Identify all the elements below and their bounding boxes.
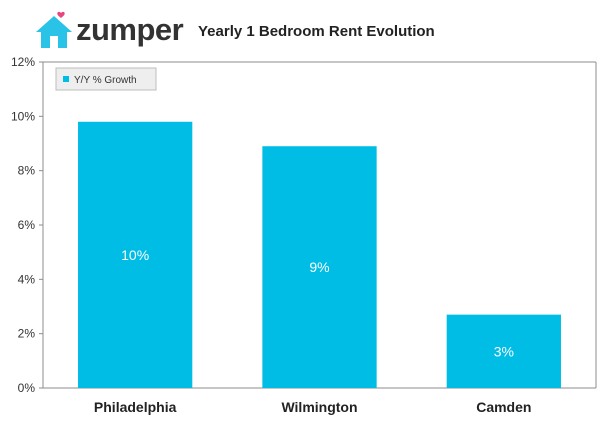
house-icon — [36, 11, 72, 48]
y-tick-label: 0% — [18, 381, 36, 395]
legend: Y/Y % Growth — [55, 67, 157, 91]
y-tick-label: 12% — [11, 55, 35, 69]
bar-camden — [446, 314, 561, 388]
y-tick-label: 8% — [18, 164, 36, 178]
y-tick-label: 2% — [18, 327, 36, 341]
bar-wilmington — [262, 146, 377, 388]
data-label: 3% — [494, 343, 514, 359]
y-tick-label: 6% — [18, 218, 36, 232]
y-tick-label: 10% — [11, 109, 35, 123]
chart-title: Yearly 1 Bedroom Rent Evolution — [198, 23, 435, 40]
bars: 10% 9% 3% — [78, 121, 561, 389]
y-tick-label: 4% — [18, 272, 36, 286]
legend-swatch — [63, 76, 69, 82]
bar-philadelphia — [78, 121, 193, 389]
data-label: 9% — [309, 259, 329, 275]
zumper-logo: zumper — [34, 10, 184, 52]
data-label: 10% — [121, 247, 149, 263]
x-tick-label: Camden — [476, 399, 531, 415]
x-tick-label: Wilmington — [281, 399, 357, 415]
heart-icon — [57, 11, 65, 18]
x-tick-label: Philadelphia — [94, 399, 177, 415]
legend-label: Y/Y % Growth — [74, 75, 137, 86]
axes: 0% 2% 4% 6% 8% 10% 12% Philadelphia Wilmington Ca… — [11, 55, 597, 415]
brand-name: zumper — [76, 12, 184, 47]
legend-box — [55, 67, 157, 91]
